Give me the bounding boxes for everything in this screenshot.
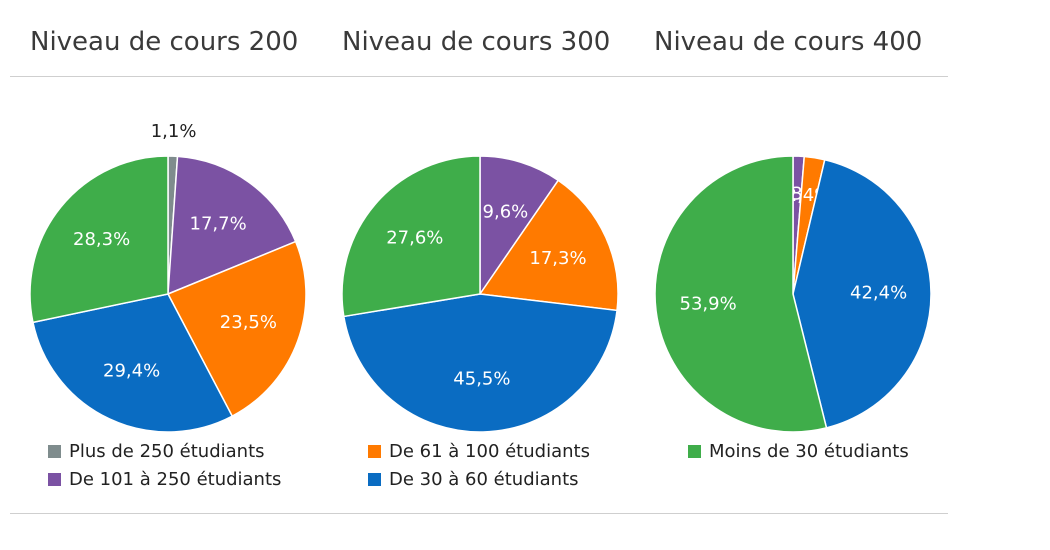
- legend-swatch: [368, 445, 381, 458]
- data-label-de-101-a-250-etudiants: 9,6%: [483, 201, 529, 222]
- slice-de-61-a-100-etudiants: [478, 179, 619, 312]
- legend-swatch: [368, 473, 381, 486]
- chart-title-200: Niveau de cours 200: [30, 27, 299, 57]
- slice-de-101-a-250-etudiants: [167, 155, 297, 296]
- data-label-de-30-a-60-etudiants: 45,5%: [453, 369, 510, 390]
- pie-200: 1,1% 17,7% 23,5% 29,4% 28,3%: [29, 121, 307, 433]
- pie-300: 9,6% 17,3% 45,5% 27,6%: [341, 155, 619, 433]
- slice-de-61-a-100-etudiants: [166, 240, 307, 418]
- data-label-de-30-a-60-etudiants: 29,4%: [103, 360, 160, 381]
- slice-de-30-a-60-etudiants: [32, 293, 234, 433]
- data-label-de-61-a-100-etudiants: 17,3%: [529, 248, 586, 269]
- legend-swatch: [48, 445, 61, 458]
- data-label-moins-de-30-etudiants: 53,9%: [680, 294, 737, 315]
- legend-item-30-60: De 30 à 60 étudiants: [368, 469, 579, 491]
- legend-item-61-100: De 61 à 100 étudiants: [368, 441, 590, 463]
- legend-label: De 30 à 60 étudiants: [389, 469, 579, 490]
- chart-title-300: Niveau de cours 300: [342, 27, 611, 57]
- slice-de-30-a-60-etudiants: [792, 158, 932, 429]
- legend-label: Moins de 30 étudiants: [709, 441, 909, 462]
- legend-swatch: [688, 445, 701, 458]
- pie-400: 1,3%2,4%42,4%53,9%: [654, 155, 932, 433]
- data-label-de-30-a-60-etudiants: 42,4%: [850, 283, 907, 304]
- data-label-de-61-a-100-etudiants: 23,5%: [220, 312, 277, 333]
- slice-de-30-a-60-etudiants: [342, 293, 618, 433]
- data-label-plus-de-250-etudiants: 1,1%: [151, 121, 197, 142]
- legend-item-moins-30: Moins de 30 étudiants: [688, 441, 909, 463]
- legend-label: De 101 à 250 étudiants: [69, 469, 282, 490]
- data-label-moins-de-30-etudiants: 27,6%: [386, 228, 443, 249]
- legend-item-101-250: De 101 à 250 étudiants: [48, 469, 281, 491]
- slice-moins-de-30-etudiants: [341, 155, 481, 318]
- legend-item-plus-250: Plus de 250 étudiants: [48, 441, 265, 463]
- slice-de-101-a-250-etudiants: [479, 155, 560, 297]
- chart-titles: Niveau de cours 200 Niveau de cours 300 …: [30, 27, 950, 63]
- slice-moins-de-30-etudiants: [29, 155, 169, 324]
- top-divider: [10, 76, 948, 77]
- legend-label: De 61 à 100 étudiants: [389, 441, 590, 462]
- chart-title-400: Niveau de cours 400: [654, 27, 923, 57]
- legend-label: Plus de 250 étudiants: [69, 441, 265, 462]
- bottom-divider: [10, 513, 948, 514]
- legend-swatch: [48, 473, 61, 486]
- data-label-de-101-a-250-etudiants: 17,7%: [190, 214, 247, 235]
- data-label-moins-de-30-etudiants: 28,3%: [73, 229, 130, 250]
- pie-charts: 1,1% 17,7% 23,5% 29,4% 28,3% 9,6% 17,3% 45,5% 27…: [29, 121, 932, 433]
- slice-moins-de-30-etudiants: [654, 155, 828, 433]
- legend: Plus de 250 étudiants De 101 à 250 étudi…: [0, 438, 1050, 498]
